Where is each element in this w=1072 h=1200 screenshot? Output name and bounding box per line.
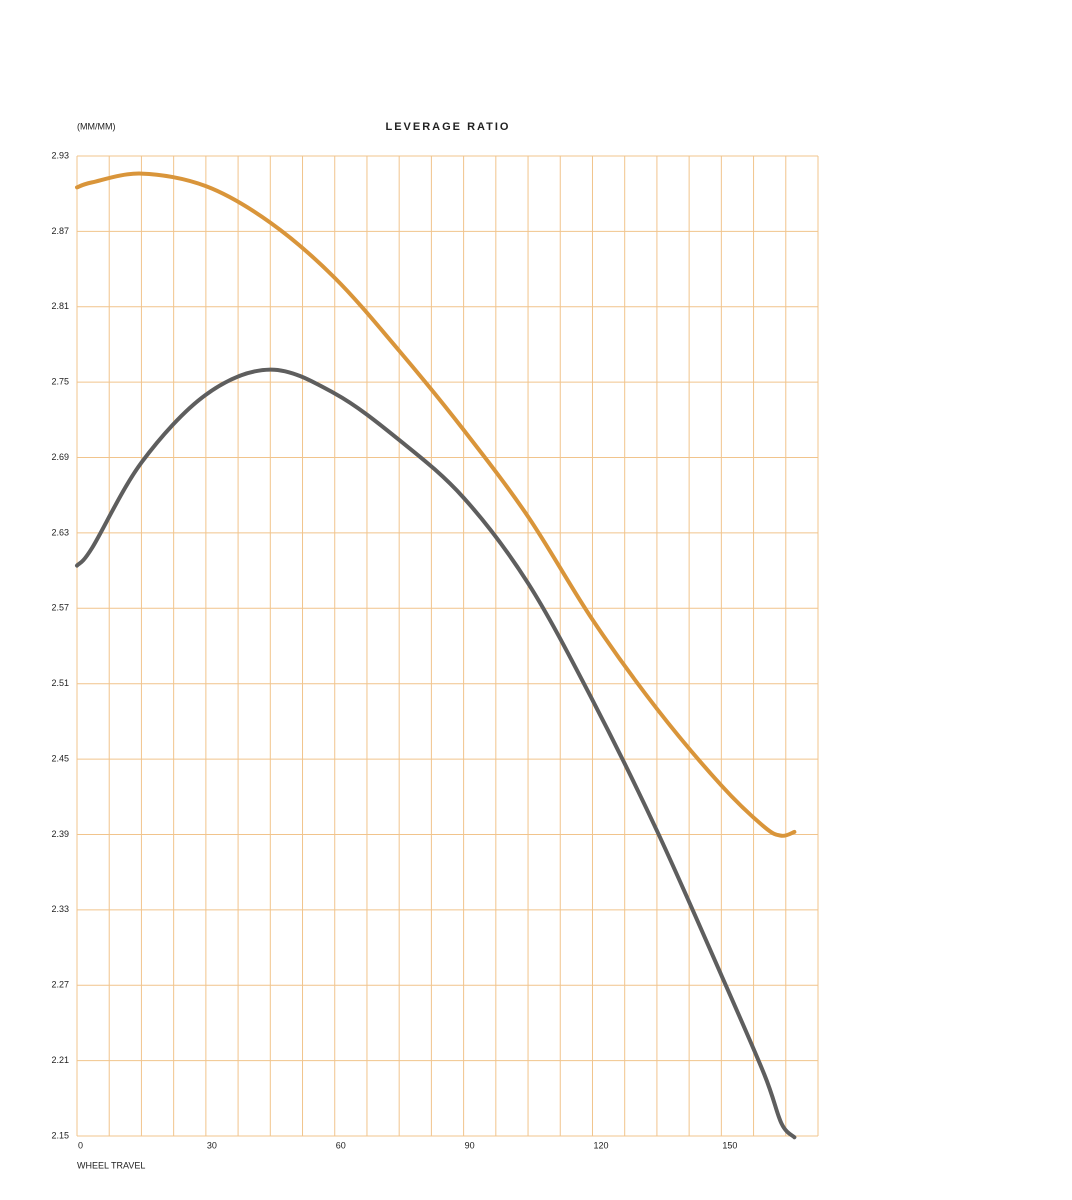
y-tick-label: 2.33	[51, 904, 69, 914]
x-tick-label: 60	[336, 1140, 346, 1150]
y-tick-label: 2.15	[51, 1130, 69, 1140]
y-tick-label: 2.87	[51, 226, 69, 236]
x-tick-label: 150	[722, 1140, 737, 1150]
series-line	[75, 367, 797, 1140]
x-tick-label: 90	[465, 1140, 475, 1150]
y-tick-label: 2.27	[51, 980, 69, 990]
y-tick-label: 2.57	[51, 603, 69, 613]
chart-title: LEVERAGE RATIO	[386, 121, 511, 133]
y-tick-label: 2.75	[51, 377, 69, 387]
x-tick-label: 0	[78, 1140, 83, 1150]
x-tick-label: 120	[593, 1140, 608, 1150]
x-tick-label: 30	[207, 1140, 217, 1150]
y-tick-label: 2.81	[51, 301, 69, 311]
series-line	[75, 171, 797, 838]
y-axis-label: (MM/MM)	[77, 121, 115, 131]
y-tick-label: 2.63	[51, 527, 69, 537]
y-tick-label: 2.93	[51, 150, 69, 160]
y-tick-label: 2.39	[51, 829, 69, 839]
y-tick-label: 2.69	[51, 452, 69, 462]
y-tick-label: 2.21	[51, 1055, 69, 1065]
y-tick-label: 2.51	[51, 678, 69, 688]
x-axis-label: WHEEL TRAVEL	[77, 1160, 145, 1170]
y-tick-label: 2.45	[51, 753, 69, 763]
